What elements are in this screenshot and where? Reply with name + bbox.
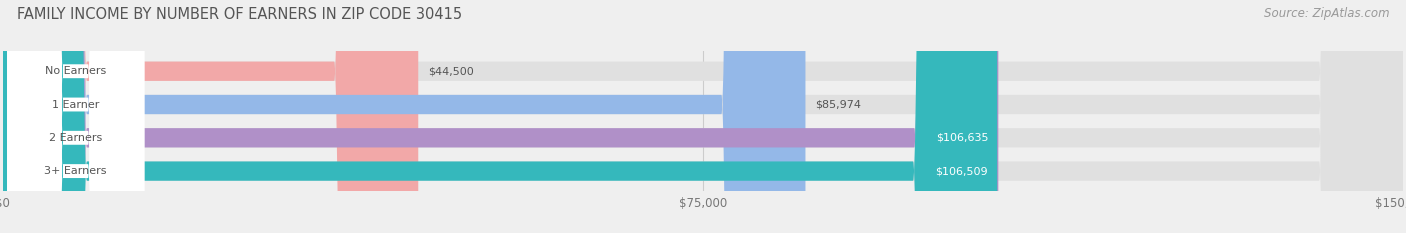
Text: 2 Earners: 2 Earners <box>49 133 103 143</box>
FancyBboxPatch shape <box>3 0 997 233</box>
FancyBboxPatch shape <box>3 0 806 233</box>
FancyBboxPatch shape <box>3 0 1403 233</box>
Text: 1 Earner: 1 Earner <box>52 99 100 110</box>
Text: Source: ZipAtlas.com: Source: ZipAtlas.com <box>1264 7 1389 20</box>
FancyBboxPatch shape <box>3 0 1403 233</box>
FancyBboxPatch shape <box>3 0 998 233</box>
Text: FAMILY INCOME BY NUMBER OF EARNERS IN ZIP CODE 30415: FAMILY INCOME BY NUMBER OF EARNERS IN ZI… <box>17 7 463 22</box>
FancyBboxPatch shape <box>7 0 145 233</box>
Text: $44,500: $44,500 <box>427 66 474 76</box>
FancyBboxPatch shape <box>3 0 1403 233</box>
FancyBboxPatch shape <box>7 0 145 233</box>
Text: 3+ Earners: 3+ Earners <box>45 166 107 176</box>
Text: $85,974: $85,974 <box>815 99 862 110</box>
FancyBboxPatch shape <box>7 0 145 233</box>
FancyBboxPatch shape <box>3 0 1403 233</box>
Text: $106,635: $106,635 <box>936 133 988 143</box>
Text: No Earners: No Earners <box>45 66 107 76</box>
FancyBboxPatch shape <box>7 0 145 233</box>
Text: $106,509: $106,509 <box>935 166 987 176</box>
FancyBboxPatch shape <box>3 0 418 233</box>
